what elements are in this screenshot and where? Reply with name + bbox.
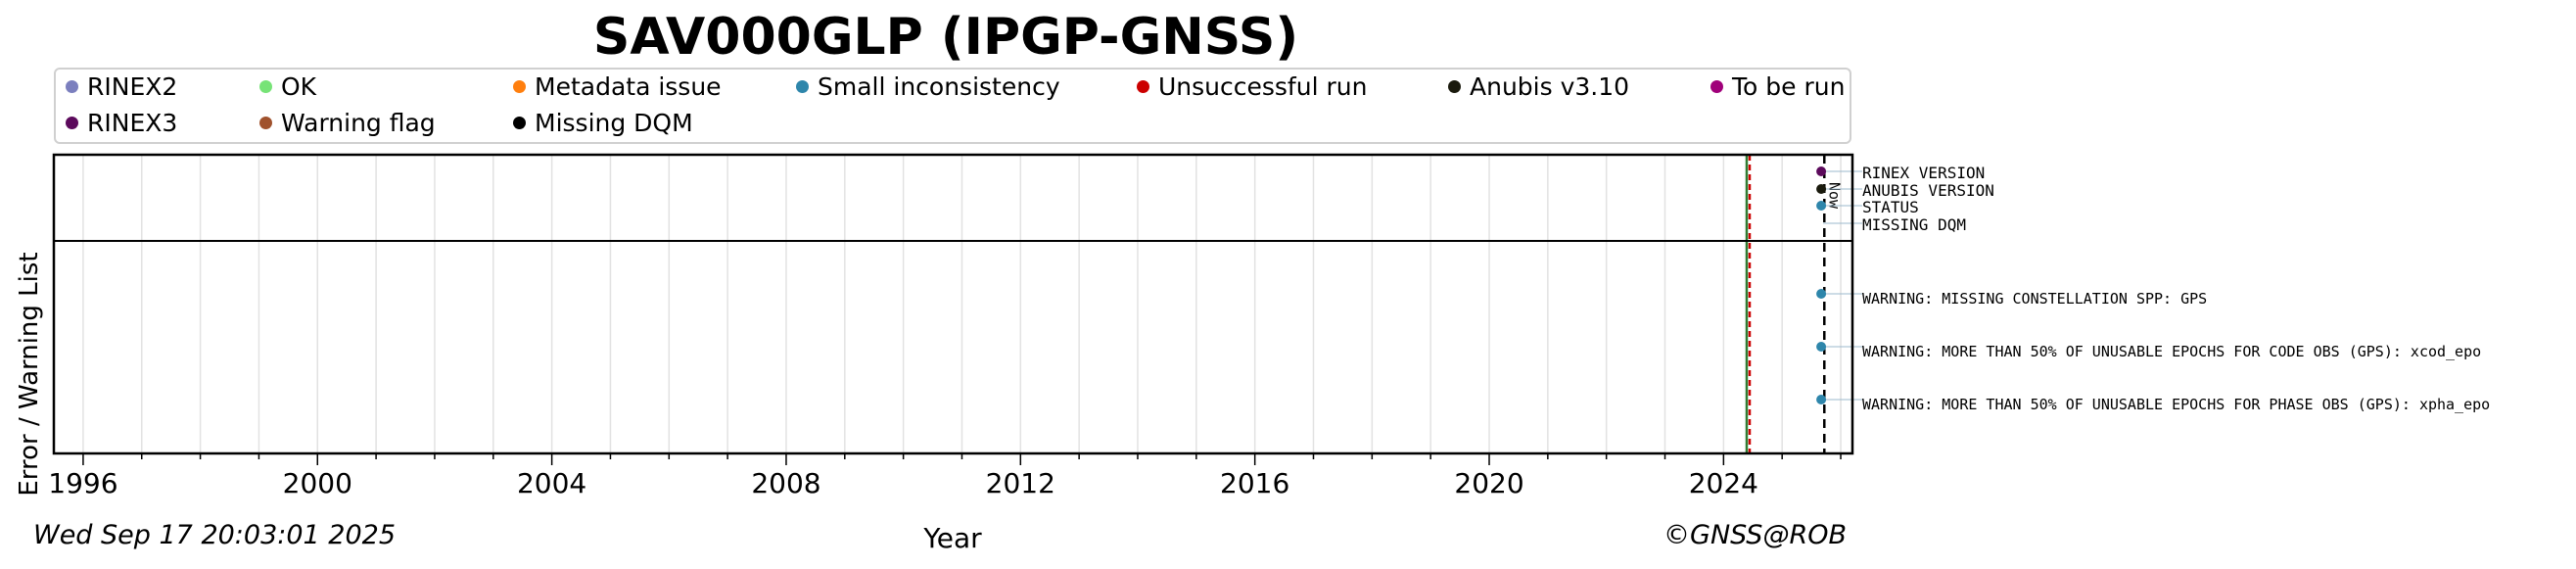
legend-marker (513, 80, 526, 93)
legend-marker (66, 117, 78, 129)
legend-label: Unsuccessful run (1158, 72, 1368, 101)
legend-label: RINEX3 (87, 109, 178, 137)
warning-label: WARNING: MORE THAN 50% OF UNUSABLE EPOCH… (1862, 343, 2481, 360)
status-label: STATUS (1862, 198, 1919, 216)
legend-label: Anubis v3.10 (1470, 72, 1630, 101)
legend-item: Small inconsistency (796, 72, 1060, 101)
legend-marker (259, 117, 272, 129)
x-tick-label: 1996 (48, 467, 117, 499)
y-axis-label: Error / Warning List (15, 252, 44, 497)
x-tick-label: 2012 (986, 467, 1055, 499)
chart-title: SAV000GLP (IPGP-GNSS) (592, 8, 1299, 67)
legend-label: To be run (1732, 72, 1846, 101)
timestamp: Wed Sep 17 20:03:01 2025 (33, 520, 396, 550)
legend-item: RINEX3 (66, 109, 177, 137)
data-point (1816, 166, 1827, 176)
legend: RINEX2 OK Metadata issue Small inconsistenc… (54, 68, 1851, 144)
data-point (1816, 184, 1827, 194)
x-tick-label: 2020 (1454, 467, 1523, 499)
legend-item: To be run (1710, 72, 1845, 101)
warning-label: WARNING: MISSING CONSTELLATION SPP: GPS (1862, 290, 2207, 308)
x-axis-label: Year (923, 522, 982, 554)
legend-item: Anubis v3.10 (1448, 72, 1629, 101)
legend-item: Unsuccessful run (1137, 72, 1367, 101)
x-tick-label: 2000 (283, 467, 352, 499)
x-tick-label: 2024 (1689, 467, 1758, 499)
legend-label: Warning flag (281, 109, 436, 137)
x-tick-label: 2004 (517, 467, 586, 499)
legend-item: Metadata issue (513, 72, 722, 101)
status-label: MISSING DQM (1862, 215, 1966, 234)
status-label: ANUBIS VERSION (1862, 181, 1994, 200)
legend-label: Small inconsistency (818, 72, 1060, 101)
data-point (1816, 395, 1827, 404)
legend-label: RINEX2 (87, 72, 178, 101)
legend-marker (1137, 80, 1149, 93)
legend-label: OK (281, 72, 317, 101)
x-tick-label: 2016 (1220, 467, 1289, 499)
plot-frame (52, 153, 1854, 455)
data-point (1816, 289, 1827, 299)
legend-label: Missing DQM (535, 109, 693, 137)
legend-marker (66, 80, 78, 93)
legend-marker (513, 117, 526, 129)
legend-marker (1448, 80, 1461, 93)
legend-item: RINEX2 (66, 72, 177, 101)
legend-marker (259, 80, 272, 93)
copyright: ©GNSS@ROB (1663, 520, 1847, 550)
data-point (1816, 342, 1827, 352)
data-point (1816, 201, 1827, 211)
status-label: RINEX VERSION (1862, 164, 1985, 182)
legend-marker (796, 80, 809, 93)
x-tick-label: 2008 (751, 467, 820, 499)
legend-label: Metadata issue (535, 72, 722, 101)
legend-item: OK (259, 72, 316, 101)
legend-item: Warning flag (259, 109, 436, 137)
legend-marker (1710, 80, 1723, 93)
legend-item: Missing DQM (513, 109, 693, 137)
warning-label: WARNING: MORE THAN 50% OF UNUSABLE EPOCH… (1862, 396, 2490, 413)
